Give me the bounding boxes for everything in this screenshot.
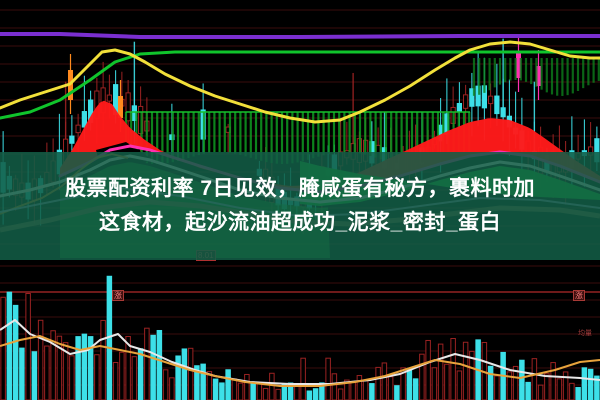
volume-bar-series xyxy=(0,275,600,400)
volume-marker-right-label: 涨 xyxy=(573,290,585,301)
volume-chart-svg xyxy=(0,258,600,400)
volume-marker-left-label: 涨 xyxy=(112,290,124,301)
headline-overlay-band: 股票配资利率 7日见效，腌咸蛋有秘方，裹料时加 这食材，起沙流油超成功_泥浆_密… xyxy=(0,152,600,260)
volume-side-value-label: 均量 xyxy=(578,330,592,337)
volume-moving-average-lines xyxy=(0,319,600,387)
volume-indicator-panel[interactable] xyxy=(0,258,600,400)
headline-line-1: 股票配资利率 7日见效，腌咸蛋有秘方，裹料时加 xyxy=(64,177,535,200)
headline-line-2: 这食材，起沙流油超成功_泥浆_密封_蛋白 xyxy=(98,211,502,234)
